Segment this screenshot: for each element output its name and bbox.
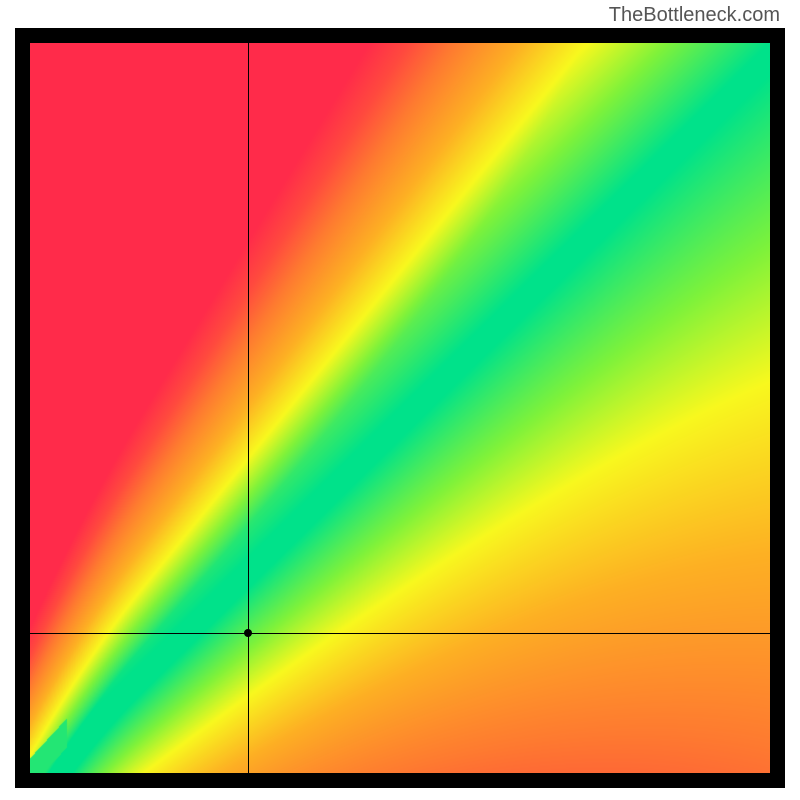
- crosshair-vertical: [248, 43, 249, 773]
- heatmap-canvas: [30, 43, 770, 773]
- plot-area: [30, 43, 770, 773]
- attribution-text: TheBottleneck.com: [609, 4, 780, 27]
- root-container: TheBottleneck.com: [0, 0, 800, 800]
- plot-frame: [15, 28, 785, 788]
- crosshair-marker: [244, 629, 252, 637]
- crosshair-horizontal: [30, 633, 770, 634]
